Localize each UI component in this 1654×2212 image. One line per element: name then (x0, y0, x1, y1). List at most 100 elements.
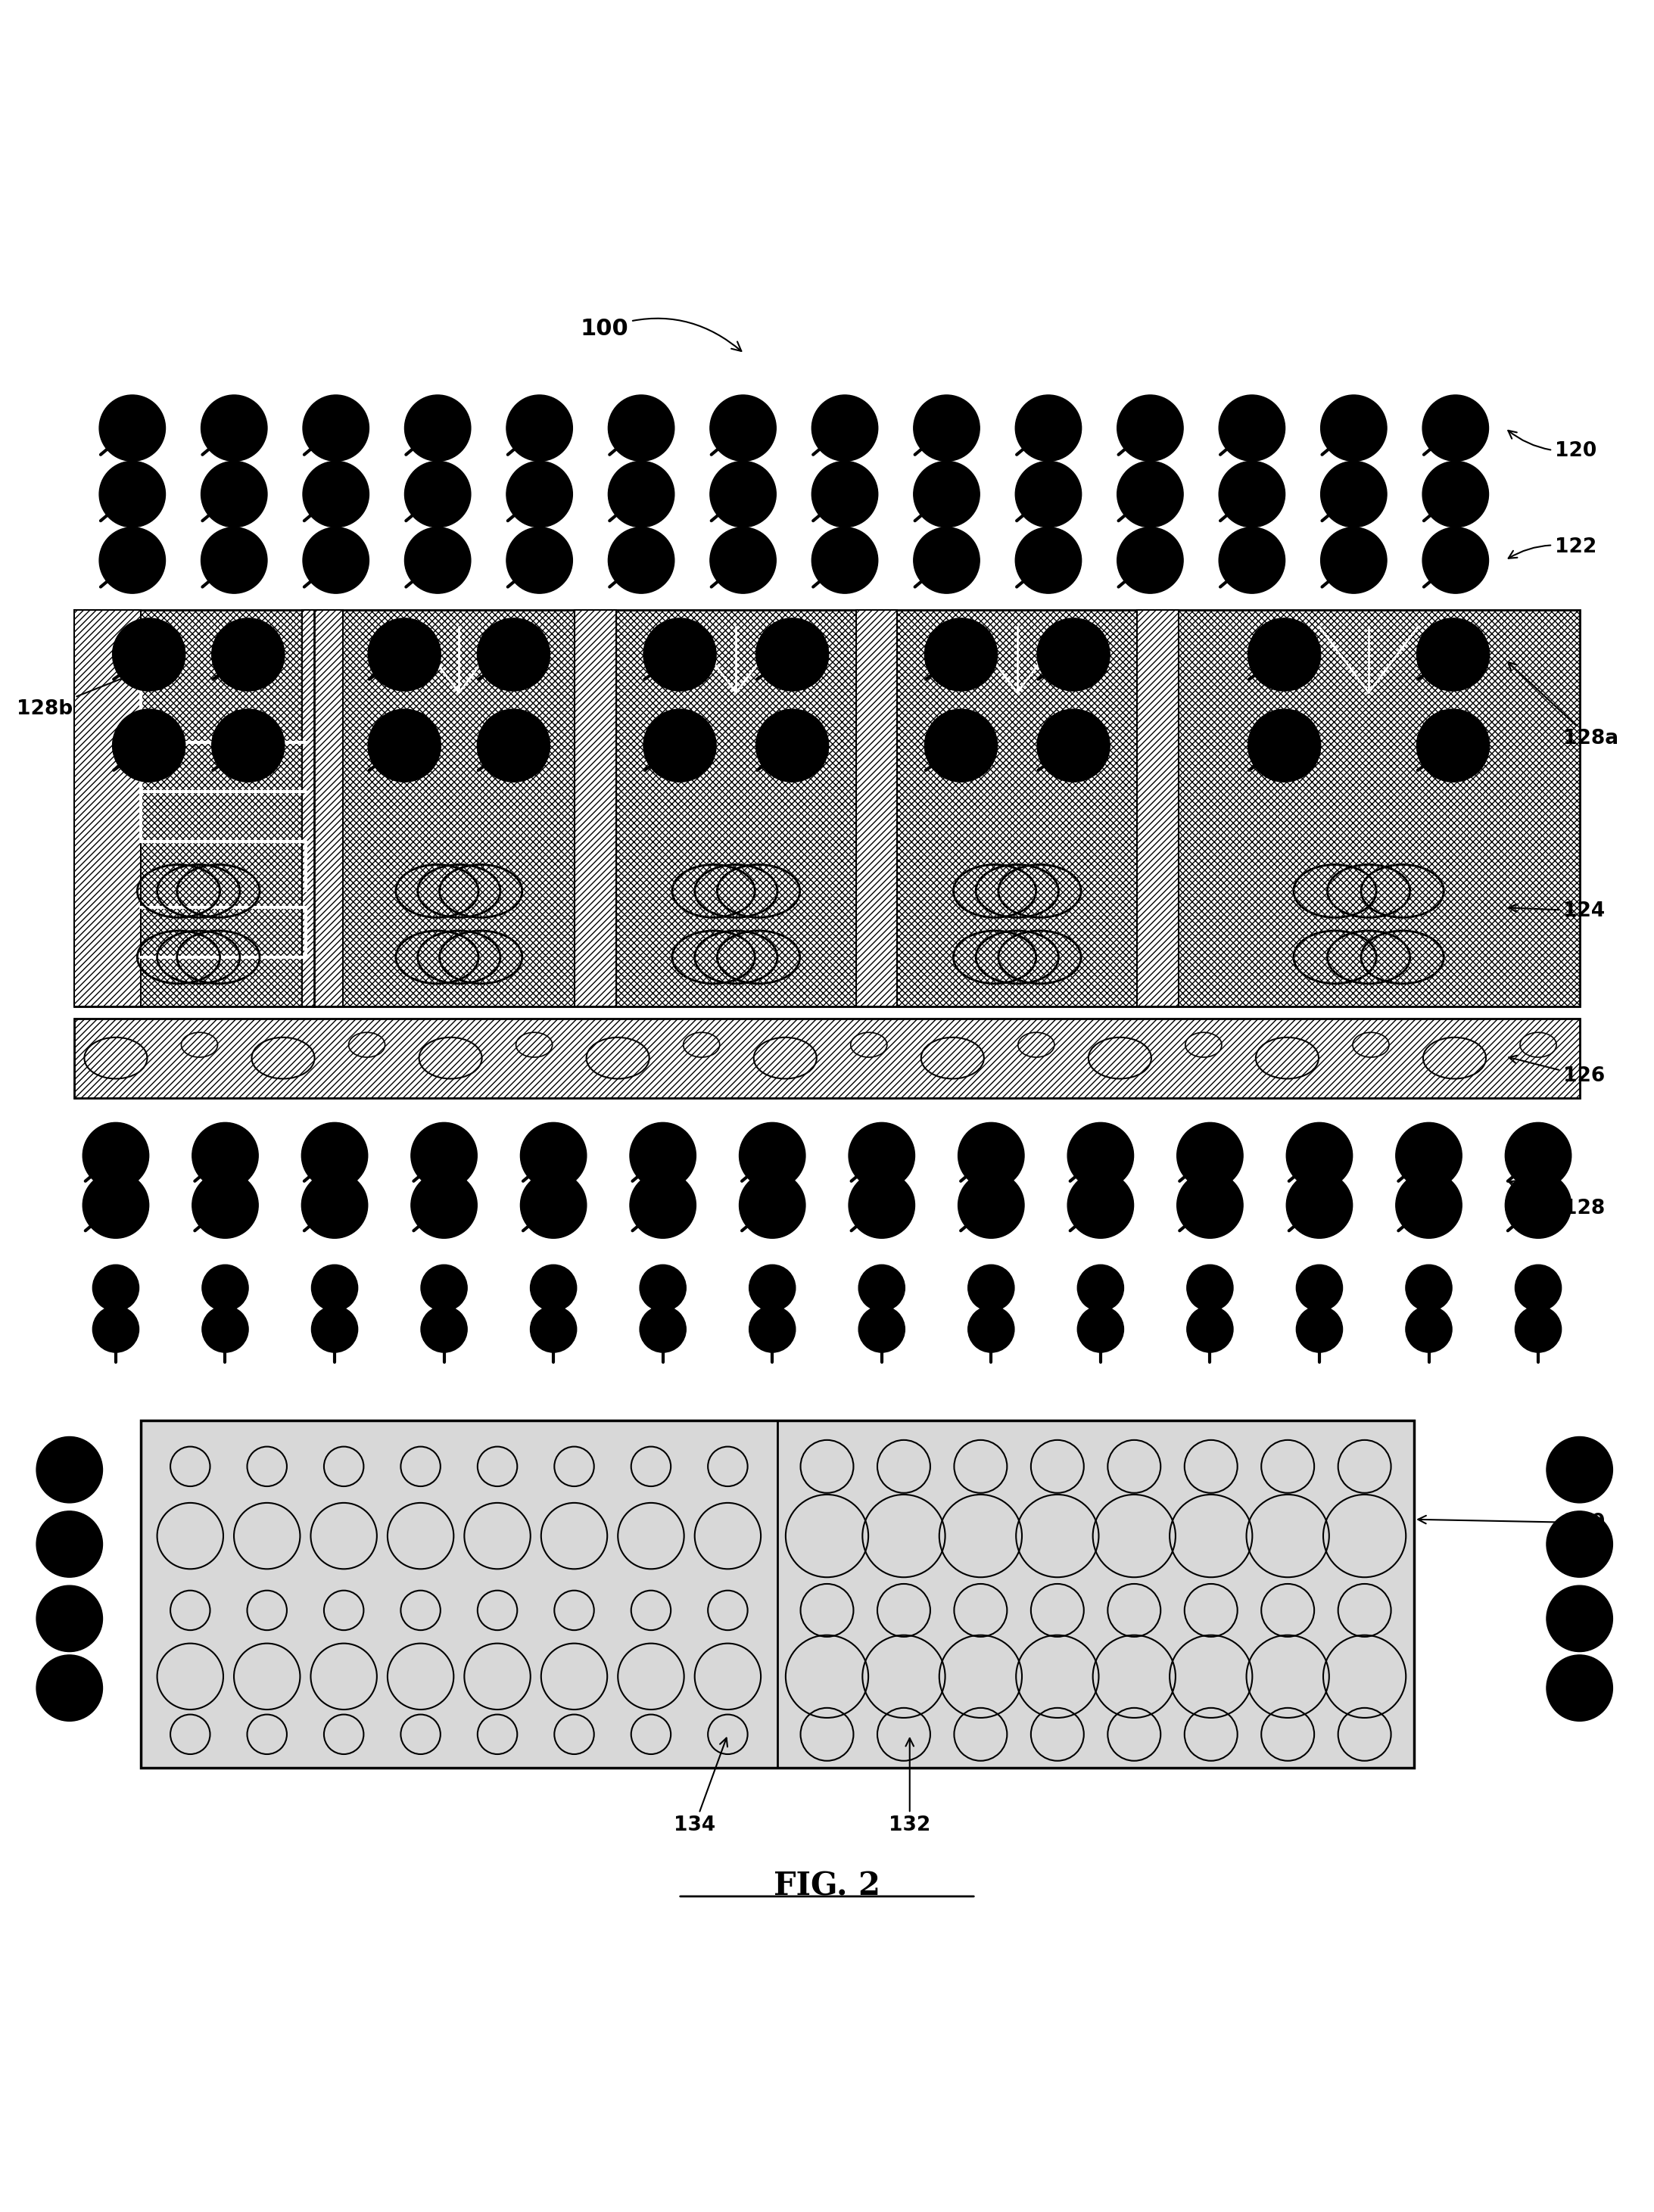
Circle shape (849, 1172, 915, 1239)
Circle shape (1219, 460, 1285, 526)
Text: 120: 120 (1508, 431, 1596, 460)
Circle shape (506, 396, 572, 460)
Circle shape (1067, 1172, 1133, 1239)
Circle shape (1320, 526, 1386, 593)
Circle shape (301, 1121, 367, 1188)
Circle shape (643, 617, 716, 690)
Circle shape (1077, 1265, 1123, 1312)
Circle shape (1416, 617, 1489, 690)
Circle shape (756, 710, 829, 781)
Circle shape (925, 710, 997, 781)
Circle shape (1320, 460, 1386, 526)
Circle shape (958, 1172, 1024, 1239)
Circle shape (531, 1305, 577, 1352)
Circle shape (93, 1305, 139, 1352)
Circle shape (1287, 1121, 1353, 1188)
Circle shape (1016, 460, 1082, 526)
Circle shape (1178, 1172, 1244, 1239)
Circle shape (506, 460, 572, 526)
Circle shape (630, 1172, 696, 1239)
Bar (1138, 611, 1178, 1006)
Circle shape (1247, 710, 1320, 781)
Circle shape (301, 1172, 367, 1239)
Circle shape (1546, 1655, 1613, 1721)
Circle shape (958, 1121, 1024, 1188)
Circle shape (192, 1121, 258, 1188)
Bar (576, 611, 615, 1006)
Circle shape (410, 1121, 476, 1188)
Circle shape (212, 617, 284, 690)
Circle shape (968, 1265, 1014, 1312)
Circle shape (858, 1265, 905, 1312)
Circle shape (303, 526, 369, 593)
Circle shape (1188, 1265, 1234, 1312)
Circle shape (99, 396, 165, 460)
Circle shape (1297, 1305, 1343, 1352)
Circle shape (1219, 396, 1285, 460)
Bar (141, 1420, 1414, 1767)
Circle shape (968, 1305, 1014, 1352)
Circle shape (1406, 1305, 1452, 1352)
Circle shape (303, 460, 369, 526)
Circle shape (739, 1121, 805, 1188)
Circle shape (1396, 1121, 1462, 1188)
Circle shape (36, 1586, 103, 1652)
Circle shape (1546, 1586, 1613, 1652)
Circle shape (476, 617, 549, 690)
Circle shape (531, 1265, 577, 1312)
Circle shape (1422, 526, 1489, 593)
Circle shape (1505, 1121, 1571, 1188)
Circle shape (1116, 460, 1183, 526)
Bar (74, 611, 141, 1006)
Circle shape (749, 1305, 796, 1352)
Circle shape (36, 1511, 103, 1577)
Circle shape (202, 526, 268, 593)
Text: 128a: 128a (1508, 661, 1618, 748)
Circle shape (913, 460, 979, 526)
Circle shape (311, 1265, 357, 1312)
Circle shape (1037, 710, 1110, 781)
Text: 124: 124 (1508, 900, 1604, 920)
Circle shape (640, 1265, 686, 1312)
Circle shape (303, 396, 369, 460)
Circle shape (192, 1172, 258, 1239)
Circle shape (1077, 1305, 1123, 1352)
Bar (74, 1018, 1580, 1097)
Circle shape (420, 1305, 466, 1352)
Circle shape (506, 526, 572, 593)
Circle shape (202, 396, 268, 460)
Circle shape (609, 396, 675, 460)
Circle shape (1422, 396, 1489, 460)
Bar (74, 1018, 1580, 1097)
Circle shape (812, 460, 878, 526)
Circle shape (36, 1655, 103, 1721)
Circle shape (1422, 460, 1489, 526)
Circle shape (83, 1121, 149, 1188)
Circle shape (640, 1305, 686, 1352)
Circle shape (405, 460, 471, 526)
Text: 128: 128 (1508, 1181, 1604, 1219)
Circle shape (1016, 396, 1082, 460)
Circle shape (99, 460, 165, 526)
Circle shape (858, 1305, 905, 1352)
Text: 126: 126 (1508, 1055, 1604, 1086)
Circle shape (609, 460, 675, 526)
Circle shape (202, 460, 268, 526)
Circle shape (1515, 1305, 1561, 1352)
Circle shape (749, 1265, 796, 1312)
Circle shape (710, 396, 776, 460)
Circle shape (812, 526, 878, 593)
Circle shape (1287, 1172, 1353, 1239)
Circle shape (710, 526, 776, 593)
Circle shape (311, 1305, 357, 1352)
Circle shape (367, 617, 440, 690)
Bar (857, 611, 898, 1006)
Circle shape (1515, 1265, 1561, 1312)
Circle shape (405, 396, 471, 460)
Circle shape (925, 617, 997, 690)
Circle shape (112, 617, 185, 690)
Text: 128b: 128b (17, 672, 137, 719)
Circle shape (710, 460, 776, 526)
Text: 130: 130 (1417, 1513, 1604, 1533)
Text: FIG. 2: FIG. 2 (774, 1871, 880, 1902)
